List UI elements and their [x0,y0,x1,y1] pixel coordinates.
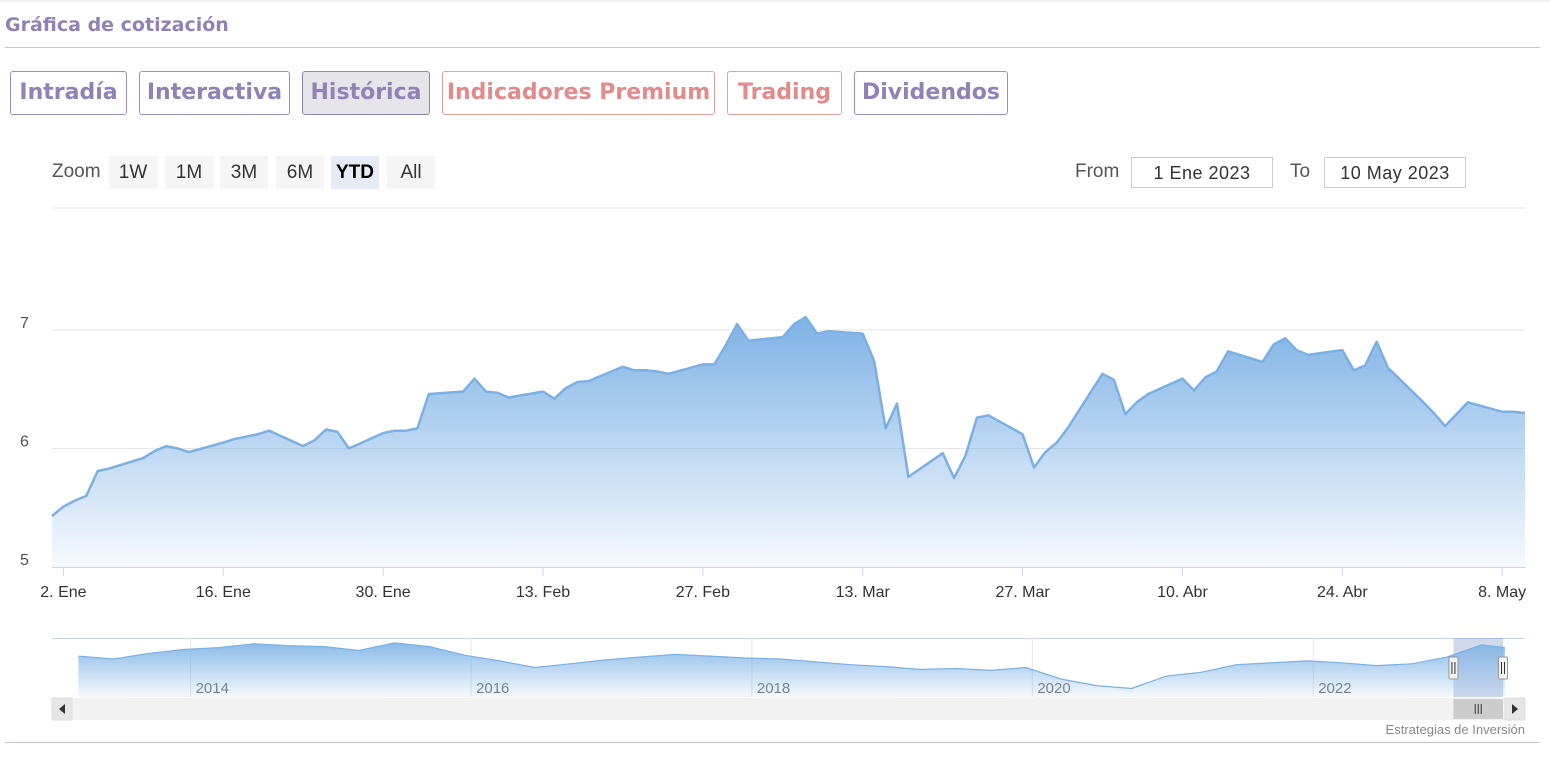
navigator-right-handle[interactable] [1498,656,1508,680]
chevron-right-icon [1512,704,1518,714]
x-tick-label: 10. Abr [1157,584,1208,601]
x-tick-label: 13. Mar [836,584,891,601]
tab-dividendos[interactable]: Dividendos [854,71,1008,115]
area-fill [52,317,1525,567]
series-area [51,315,1526,567]
zoom-1w-button[interactable]: 1W [109,156,157,189]
navigator-area [78,642,1505,697]
zoom-1m-button[interactable]: 1M [165,156,213,189]
x-tick-label: 16. Ene [196,584,251,601]
x-tick-label: 13. Feb [516,584,570,601]
scrollbar-track [52,698,1525,720]
bottom-divider [5,742,1540,743]
x-tick-label: 8. May [1478,584,1526,601]
zoom-all-button[interactable]: All [387,156,435,189]
tab-historica[interactable]: Histórica [302,71,430,115]
navigator-scrollbar[interactable] [51,697,1526,721]
x-tick-label: 2. Ene [40,584,86,601]
zoom-6m-button[interactable]: 6M [276,156,324,189]
zoom-ytd-button[interactable]: YTD [331,156,379,189]
heading-divider [5,47,1540,48]
y-tick-label: 7 [20,315,29,332]
tab-intradia[interactable]: Intradía [10,71,127,115]
zoom-label: Zoom [52,161,101,182]
credit-text: Estrategias de Inversión [1385,722,1525,737]
x-tick-label: 27. Feb [676,584,730,601]
to-date-input[interactable]: 10 May 2023 [1324,157,1466,188]
from-date-input[interactable]: 1 Ene 2023 [1131,157,1273,188]
x-tick-label: 30. Ene [356,584,411,601]
section-heading: Gráfica de cotización [5,14,229,36]
navigator-left-handle[interactable] [1448,656,1459,680]
navigator-line [78,642,1505,690]
tab-trading[interactable]: Trading [727,71,842,115]
tab-interactiva[interactable]: Interactiva [139,71,290,115]
x-tick-label: 27. Mar [995,584,1050,601]
y-axis: 5 6 7 [20,315,29,569]
y-tick-label: 5 [20,552,29,569]
chevron-left-icon [59,704,65,714]
zoom-3m-button[interactable]: 3M [220,156,268,189]
handle-box [1448,656,1459,680]
to-label: To [1290,161,1311,182]
tab-indicadores-premium[interactable]: Indicadores Premium [442,71,715,115]
price-line [51,315,1526,517]
from-label: From [1075,161,1120,182]
top-border [0,0,1550,2]
x-tick-label: 24. Abr [1317,584,1368,601]
navigator[interactable]: 20142016201820202022 [51,638,1526,721]
x-axis: 2. Ene 16. Ene 30. Ene 13. Feb 27. Feb 13. Ma… [40,567,1526,601]
handle-box [1498,656,1508,680]
y-tick-label: 6 [20,434,29,451]
